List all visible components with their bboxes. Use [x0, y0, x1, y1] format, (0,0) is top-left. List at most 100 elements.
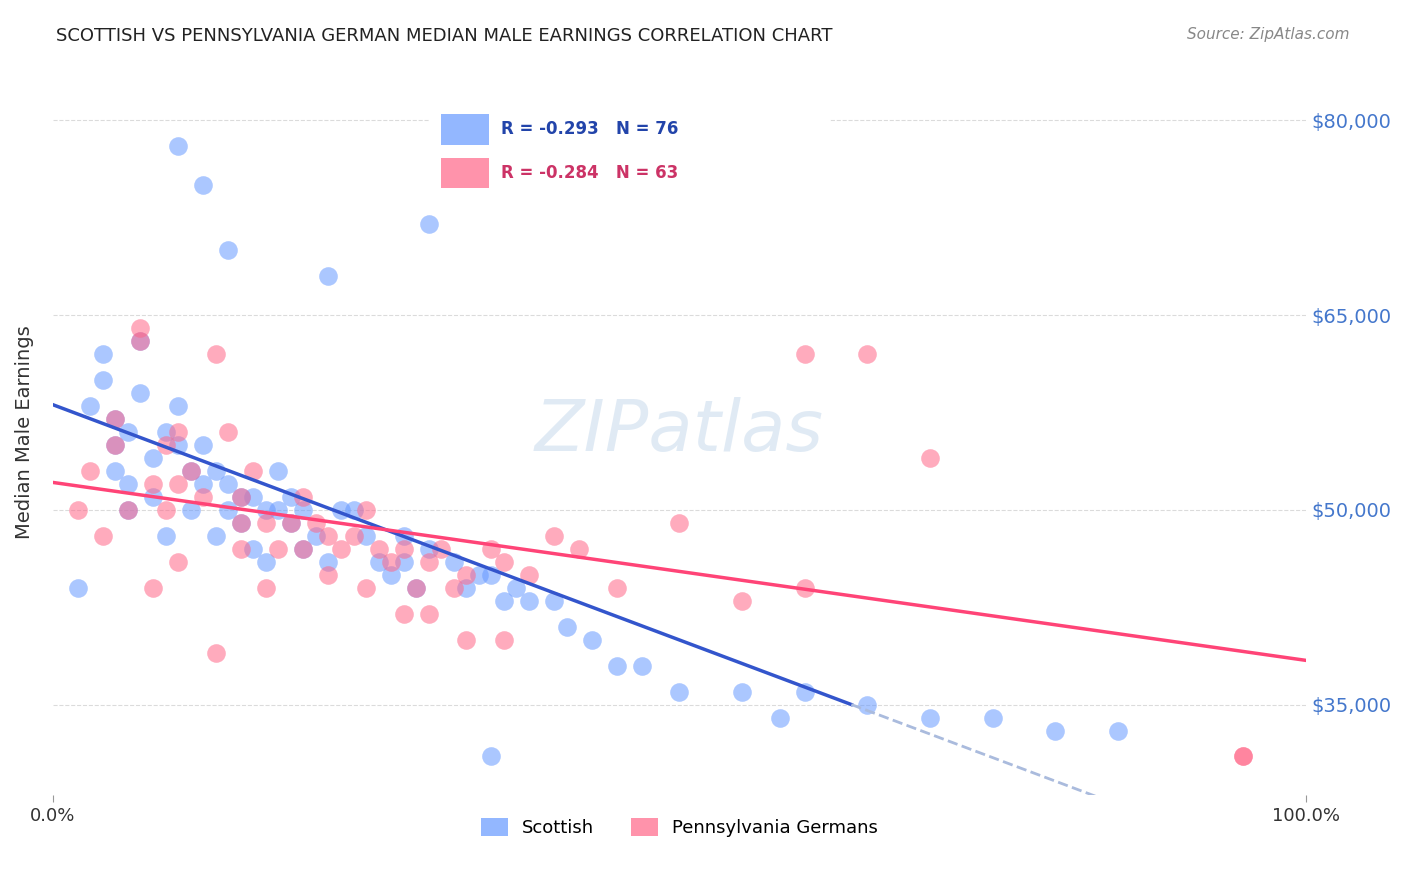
- Pennsylvania Germans: [668, 516, 690, 530]
- Pennsylvania Germans: [104, 438, 127, 452]
- Pennsylvania Germans: [479, 541, 502, 556]
- Pennsylvania Germans: [606, 581, 628, 595]
- Pennsylvania Germans: [318, 529, 340, 543]
- Scottish: [606, 658, 628, 673]
- Scottish: [229, 516, 252, 530]
- Scottish: [769, 710, 792, 724]
- Scottish: [492, 593, 515, 607]
- Scottish: [479, 749, 502, 764]
- Pennsylvania Germans: [79, 464, 101, 478]
- Pennsylvania Germans: [229, 490, 252, 504]
- Pennsylvania Germans: [155, 438, 177, 452]
- Pennsylvania Germans: [117, 503, 139, 517]
- Scottish: [104, 464, 127, 478]
- Scottish: [191, 476, 214, 491]
- Pennsylvania Germans: [1232, 749, 1254, 764]
- Scottish: [630, 658, 652, 673]
- Scottish: [142, 450, 165, 465]
- Pennsylvania Germans: [456, 632, 478, 647]
- Scottish: [91, 347, 114, 361]
- Pennsylvania Germans: [568, 541, 591, 556]
- Pennsylvania Germans: [167, 425, 190, 439]
- Pennsylvania Germans: [91, 529, 114, 543]
- Scottish: [918, 710, 941, 724]
- Scottish: [280, 516, 302, 530]
- Pennsylvania Germans: [856, 347, 879, 361]
- Scottish: [280, 490, 302, 504]
- Pennsylvania Germans: [492, 632, 515, 647]
- Scottish: [367, 555, 389, 569]
- Pennsylvania Germans: [254, 581, 277, 595]
- Pennsylvania Germans: [405, 581, 427, 595]
- Scottish: [204, 529, 226, 543]
- Scottish: [668, 684, 690, 698]
- Scottish: [242, 541, 264, 556]
- Scottish: [468, 567, 491, 582]
- Scottish: [117, 503, 139, 517]
- Scottish: [180, 464, 202, 478]
- Scottish: [254, 555, 277, 569]
- Scottish: [242, 490, 264, 504]
- Scottish: [479, 567, 502, 582]
- Scottish: [354, 529, 377, 543]
- Pennsylvania Germans: [292, 490, 315, 504]
- Scottish: [856, 698, 879, 712]
- Scottish: [167, 399, 190, 413]
- Pennsylvania Germans: [793, 347, 815, 361]
- Pennsylvania Germans: [456, 567, 478, 582]
- Scottish: [456, 581, 478, 595]
- Pennsylvania Germans: [254, 516, 277, 530]
- Pennsylvania Germans: [129, 334, 152, 348]
- Text: Source: ZipAtlas.com: Source: ZipAtlas.com: [1187, 27, 1350, 42]
- Scottish: [981, 710, 1004, 724]
- Scottish: [254, 503, 277, 517]
- Scottish: [555, 620, 578, 634]
- Pennsylvania Germans: [204, 347, 226, 361]
- Scottish: [191, 438, 214, 452]
- Pennsylvania Germans: [167, 555, 190, 569]
- Pennsylvania Germans: [242, 464, 264, 478]
- Pennsylvania Germans: [367, 541, 389, 556]
- Y-axis label: Median Male Earnings: Median Male Earnings: [15, 325, 34, 539]
- Scottish: [167, 438, 190, 452]
- Pennsylvania Germans: [229, 541, 252, 556]
- Scottish: [505, 581, 527, 595]
- Pennsylvania Germans: [142, 581, 165, 595]
- Pennsylvania Germans: [731, 593, 754, 607]
- Pennsylvania Germans: [392, 541, 415, 556]
- Pennsylvania Germans: [66, 503, 89, 517]
- Scottish: [392, 555, 415, 569]
- Scottish: [793, 684, 815, 698]
- Pennsylvania Germans: [354, 503, 377, 517]
- Pennsylvania Germans: [543, 529, 565, 543]
- Scottish: [129, 386, 152, 401]
- Scottish: [418, 217, 440, 231]
- Pennsylvania Germans: [180, 464, 202, 478]
- Scottish: [581, 632, 603, 647]
- Scottish: [517, 593, 540, 607]
- Pennsylvania Germans: [318, 567, 340, 582]
- Scottish: [342, 503, 364, 517]
- Scottish: [104, 438, 127, 452]
- Scottish: [217, 476, 239, 491]
- Legend: Scottish, Pennsylvania Germans: Scottish, Pennsylvania Germans: [474, 811, 886, 845]
- Pennsylvania Germans: [167, 476, 190, 491]
- Scottish: [91, 373, 114, 387]
- Pennsylvania Germans: [191, 490, 214, 504]
- Scottish: [204, 464, 226, 478]
- Pennsylvania Germans: [392, 607, 415, 621]
- Pennsylvania Germans: [418, 555, 440, 569]
- Pennsylvania Germans: [443, 581, 465, 595]
- Scottish: [142, 490, 165, 504]
- Pennsylvania Germans: [280, 516, 302, 530]
- Text: SCOTTISH VS PENNSYLVANIA GERMAN MEDIAN MALE EARNINGS CORRELATION CHART: SCOTTISH VS PENNSYLVANIA GERMAN MEDIAN M…: [56, 27, 832, 45]
- Scottish: [1107, 723, 1129, 738]
- Text: ZIPatlas: ZIPatlas: [534, 398, 824, 467]
- Scottish: [104, 412, 127, 426]
- Pennsylvania Germans: [217, 425, 239, 439]
- Pennsylvania Germans: [793, 581, 815, 595]
- Pennsylvania Germans: [155, 503, 177, 517]
- Pennsylvania Germans: [204, 646, 226, 660]
- Scottish: [405, 581, 427, 595]
- Pennsylvania Germans: [267, 541, 290, 556]
